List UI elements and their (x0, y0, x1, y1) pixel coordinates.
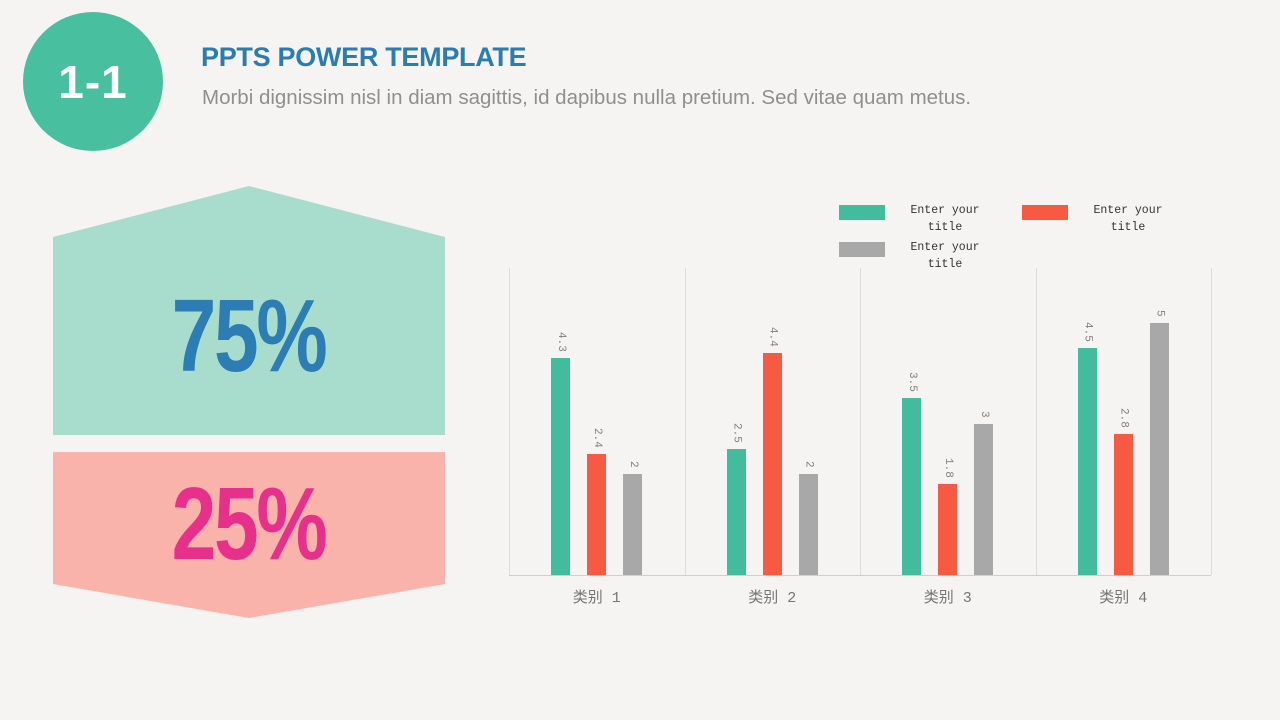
plot-gridline (685, 268, 686, 575)
legend-label: Enter your title (910, 241, 980, 271)
plot-gridline (1211, 268, 1212, 575)
bar: 1.8 (938, 458, 958, 575)
bar: 4.3 (551, 332, 571, 575)
bar-group: 4.3 2.4 2 (551, 332, 643, 575)
bar-value-label: 2.5 (730, 423, 743, 443)
chart-category-axis: 类别 1 类别 2 类别 3 类别 4 (509, 586, 1211, 610)
legend-item: Enter your title (839, 239, 1022, 273)
bottom-percent-value: 25% (172, 466, 328, 581)
legend-swatch (839, 242, 885, 257)
legend-swatch (839, 205, 885, 220)
percent-shape-bottom: 25% (53, 452, 445, 618)
legend-label: Enter your title (1093, 204, 1163, 234)
bar-value-label: 2.4 (590, 428, 603, 448)
section-number-label: 1-1 (58, 55, 128, 108)
bar-value-label: 3 (977, 411, 990, 418)
bar-value-label: 5 (1153, 310, 1166, 317)
plot-gridline (860, 268, 861, 575)
legend-label: Enter your title (910, 204, 980, 234)
bar: 3.5 (902, 372, 922, 575)
legend-item: Enter your title (839, 202, 1022, 236)
bar: 2 (623, 461, 643, 575)
bar: 4.4 (762, 327, 782, 575)
plot-gridline (1036, 268, 1037, 575)
bar-group: 2.5 4.4 2 (726, 327, 818, 575)
bar: 4.5 (1077, 322, 1097, 575)
section-number-badge: 1-1 (23, 12, 163, 151)
percent-shape-top: 75% (53, 186, 445, 435)
chart-legend: Enter your title Enter your title Enter yo… (839, 202, 1252, 273)
bar-value-label: 1.8 (941, 458, 954, 478)
bar-value-label: 4.3 (554, 332, 567, 352)
bar-value-label: 2 (626, 461, 639, 468)
bar-group: 3.5 1.8 3 (902, 372, 994, 575)
page-title: PPTS POWER TEMPLATE (201, 42, 527, 72)
bar-value-label: 4.5 (1081, 322, 1094, 342)
bar-value-label: 2 (802, 461, 815, 468)
bar: 2.5 (726, 423, 746, 575)
bar-value-label: 2.8 (1117, 408, 1130, 428)
bar-value-label: 4.4 (766, 327, 779, 347)
legend-swatch (1022, 205, 1068, 220)
chart-plot-area: 4.3 2.4 2 2.5 4.4 2 3.5 1.8 3 4.5 2.8 5 (509, 268, 1212, 576)
bar: 2 (798, 461, 818, 575)
bar-group: 4.5 2.8 5 (1077, 310, 1169, 575)
category-label: 类别 2 (748, 590, 797, 607)
category-label: 类别 3 (923, 590, 972, 607)
bar: 2.8 (1113, 408, 1133, 575)
category-label: 类别 1 (572, 590, 621, 607)
plot-gridline (509, 268, 510, 575)
category-label: 类别 4 (1099, 590, 1148, 607)
bar-value-label: 3.5 (905, 372, 918, 392)
top-percent-value: 75% (172, 278, 328, 393)
page-subtitle: Morbi dignissim nisl in diam sagittis, i… (202, 86, 972, 109)
legend-item: Enter your title (1022, 202, 1252, 236)
bar: 5 (1149, 310, 1169, 575)
bar: 3 (974, 411, 994, 575)
bar: 2.4 (587, 428, 607, 575)
